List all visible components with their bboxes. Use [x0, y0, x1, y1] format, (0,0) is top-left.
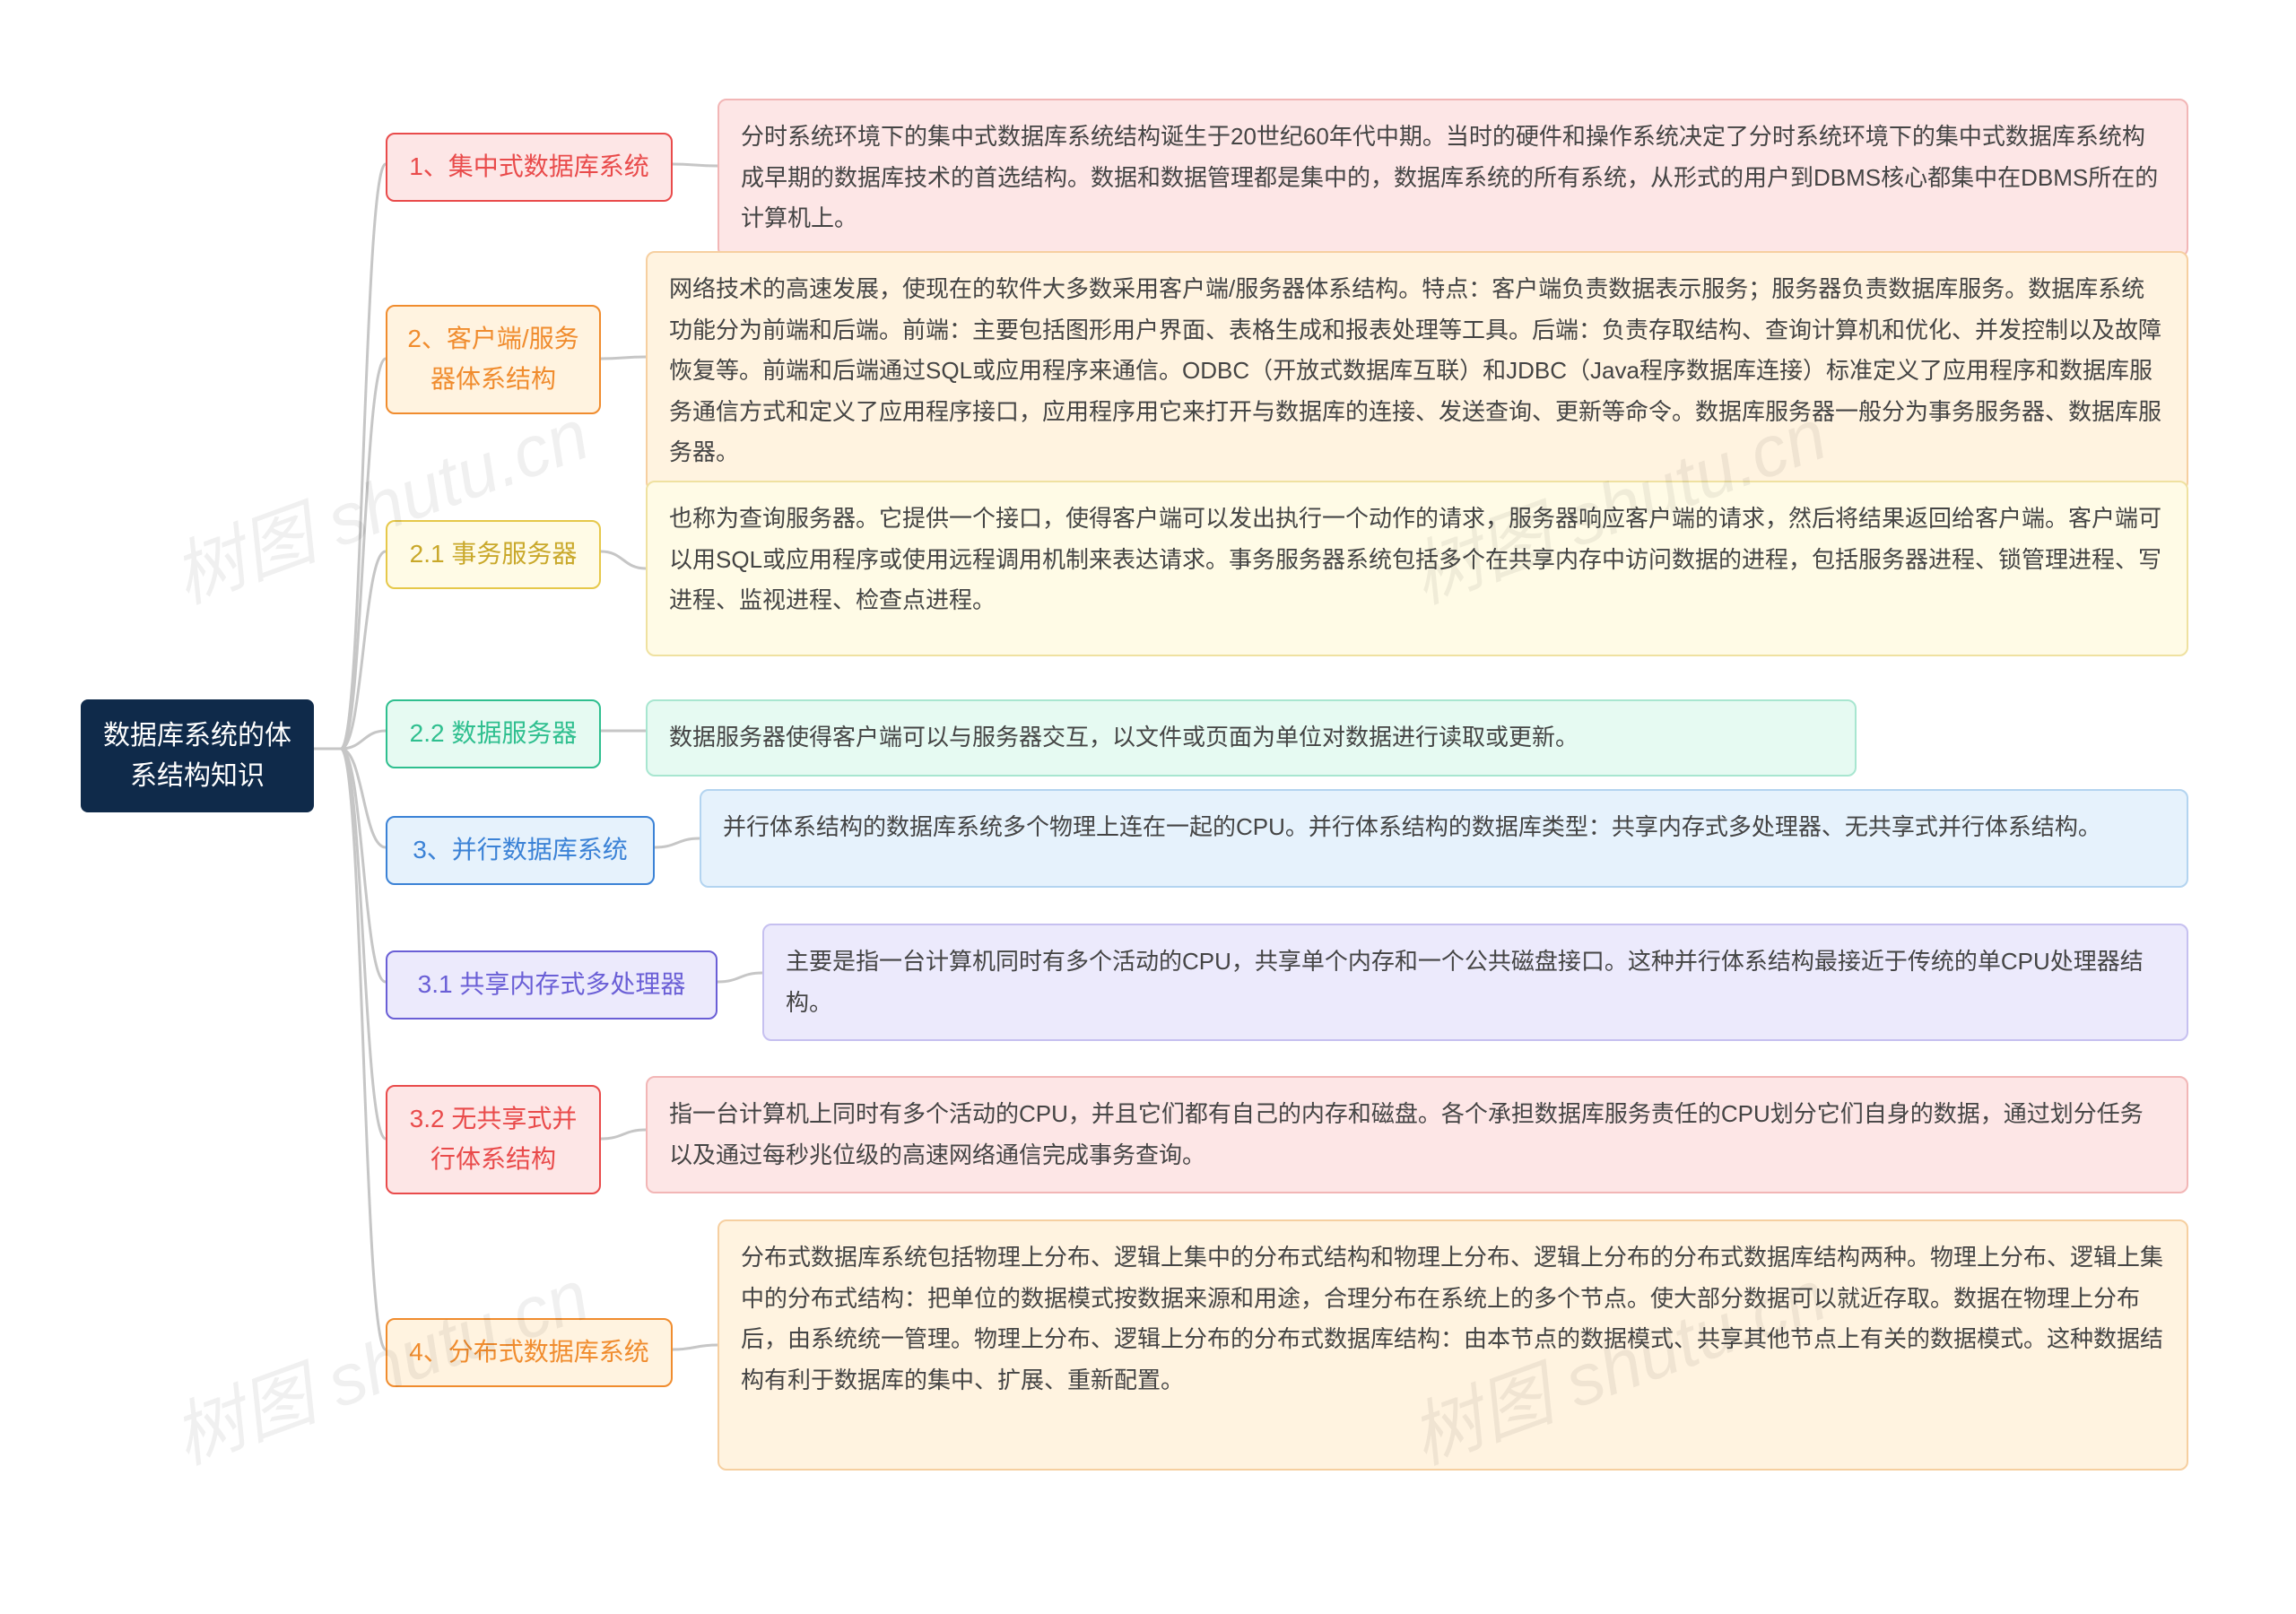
node-shared-nothing: 3.2 无共享式并行体系结构 [386, 1085, 601, 1194]
node-shared-memory-mp: 3.1 共享内存式多处理器 [386, 950, 718, 1020]
desc-text: 数据服务器使得客户端可以与服务器交互，以文件或页面为单位对数据进行读取或更新。 [669, 724, 1578, 751]
node-data-server: 2.2 数据服务器 [386, 699, 601, 768]
node-label: 3.2 无共享式并行体系结构 [407, 1099, 579, 1180]
desc-client-server: 网络技术的高速发展，使现在的软件大多数采用客户端/服务器体系结构。特点：客户端负… [646, 251, 2188, 491]
node-label: 2.2 数据服务器 [410, 714, 578, 754]
desc-data-server: 数据服务器使得客户端可以与服务器交互，以文件或页面为单位对数据进行读取或更新。 [646, 699, 1857, 777]
node-label: 2.1 事务服务器 [410, 534, 578, 575]
node-transaction-server: 2.1 事务服务器 [386, 520, 601, 589]
desc-shared-memory-mp: 主要是指一台计算机同时有多个活动的CPU，共享单个内存和一个公共磁盘接口。这种并… [762, 924, 2188, 1041]
desc-transaction-server: 也称为查询服务器。它提供一个接口，使得客户端可以发出执行一个动作的请求，服务器响… [646, 481, 2188, 656]
desc-text: 网络技术的高速发展，使现在的软件大多数采用客户端/服务器体系结构。特点：客户端负… [669, 275, 2161, 465]
desc-text: 并行体系结构的数据库系统多个物理上连在一起的CPU。并行体系结构的数据库类型：共… [723, 813, 2101, 840]
node-label: 1、集中式数据库系统 [409, 147, 649, 187]
node-distributed-db: 4、分布式数据库系统 [386, 1318, 673, 1387]
node-client-server: 2、客户端/服务器体系结构 [386, 305, 601, 414]
desc-text: 主要是指一台计算机同时有多个活动的CPU，共享单个内存和一个公共磁盘接口。这种并… [786, 948, 2144, 1016]
node-label: 4、分布式数据库系统 [409, 1332, 649, 1373]
desc-parallel-db: 并行体系结构的数据库系统多个物理上连在一起的CPU。并行体系结构的数据库类型：共… [700, 789, 2188, 888]
desc-text: 分布式数据库系统包括物理上分布、逻辑上集中的分布式结构和物理上分布、逻辑上分布的… [741, 1244, 2163, 1393]
mindmap-canvas: 数据库系统的体系结构知识 1、集中式数据库系统 2、客户端/服务器体系结构 2.… [54, 54, 2242, 1560]
desc-text: 也称为查询服务器。它提供一个接口，使得客户端可以发出执行一个动作的请求，服务器响… [669, 505, 2161, 613]
node-parallel-db: 3、并行数据库系统 [386, 816, 655, 885]
node-label: 3、并行数据库系统 [413, 830, 628, 871]
node-label: 3.1 共享内存式多处理器 [418, 965, 686, 1005]
desc-text: 分时系统环境下的集中式数据库系统结构诞生于20世纪60年代中期。当时的硬件和操作… [741, 123, 2158, 231]
desc-shared-nothing: 指一台计算机上同时有多个活动的CPU，并且它们都有自己的内存和磁盘。各个承担数据… [646, 1076, 2188, 1193]
desc-centralized-db: 分时系统环境下的集中式数据库系统结构诞生于20世纪60年代中期。当时的硬件和操作… [718, 99, 2188, 257]
root-node: 数据库系统的体系结构知识 [81, 699, 314, 812]
desc-distributed-db: 分布式数据库系统包括物理上分布、逻辑上集中的分布式结构和物理上分布、逻辑上分布的… [718, 1219, 2188, 1471]
root-label: 数据库系统的体系结构知识 [103, 721, 291, 791]
node-centralized-db: 1、集中式数据库系统 [386, 133, 673, 202]
desc-text: 指一台计算机上同时有多个活动的CPU，并且它们都有自己的内存和磁盘。各个承担数据… [669, 1100, 2144, 1168]
node-label: 2、客户端/服务器体系结构 [407, 319, 579, 400]
